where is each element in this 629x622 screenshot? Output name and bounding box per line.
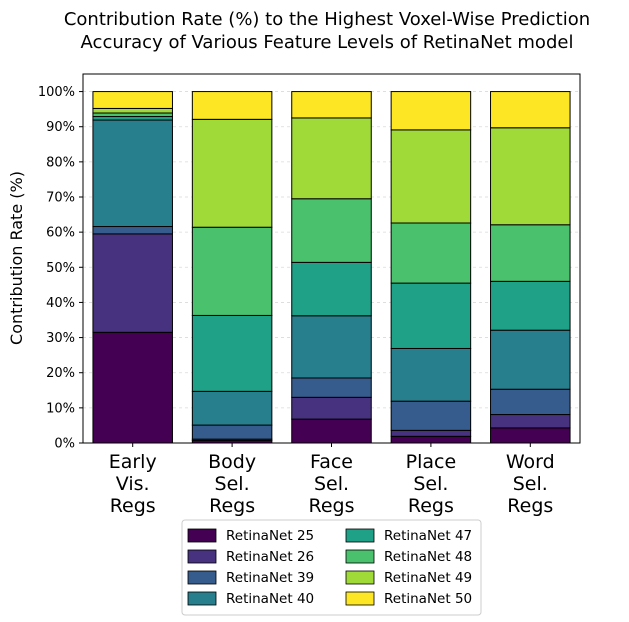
bar-segment	[191, 91, 273, 120]
legend-swatch	[187, 570, 217, 585]
bar-segment	[92, 226, 173, 235]
bar-segment	[291, 91, 372, 119]
bar-segment	[490, 427, 571, 444]
legend: RetinaNet 25 RetinaNet 26 RetinaNet 39 Reti…	[181, 519, 482, 616]
bar-segment	[390, 429, 472, 437]
x-tick-label: Regs	[110, 495, 156, 517]
legend-swatch	[187, 549, 217, 564]
y-tick-label: 80%	[46, 155, 75, 170]
bar-segment	[490, 280, 571, 331]
x-tick-label: Sel.	[215, 473, 250, 495]
chart-title-line-1: Contribution Rate (%) to the Highest Vox…	[64, 9, 590, 30]
bar-segment	[92, 107, 173, 114]
y-tick-label: 40%	[46, 296, 75, 311]
y-axis-title: Contribution Rate (%)	[7, 171, 26, 345]
bar-segment	[390, 282, 472, 349]
y-tick-label: 70%	[46, 191, 75, 206]
bar-segment	[92, 112, 173, 118]
y-tick-label: 20%	[46, 366, 75, 381]
bar-segment	[191, 390, 273, 426]
x-tick-label: Regs	[408, 495, 454, 517]
bar-segment	[490, 329, 571, 390]
bar-segment	[291, 315, 372, 379]
legend-label: RetinaNet 40	[226, 591, 314, 607]
bar-segment	[191, 314, 273, 392]
y-tick-label: 100%	[38, 85, 75, 100]
bar-segment	[191, 118, 273, 228]
y-tick-label: 90%	[46, 120, 75, 135]
legend-box	[181, 519, 482, 616]
bar-segment	[291, 261, 372, 317]
bar-segment	[291, 377, 372, 398]
legend-label: RetinaNet 39	[226, 570, 314, 586]
chart-title-line-2: Accuracy of Various Feature Levels of Re…	[81, 32, 574, 53]
x-tick-label: Vis.	[116, 473, 150, 495]
legend-label: RetinaNet 48	[384, 549, 472, 565]
y-tick-label: 50%	[46, 261, 75, 276]
bar-segment	[92, 119, 173, 228]
bar-segment	[92, 91, 173, 109]
x-tick-label: Regs	[507, 495, 553, 517]
bar-segment	[291, 396, 372, 420]
bar-segment	[490, 224, 571, 282]
x-tick-label: Regs	[309, 495, 355, 517]
y-tick-label: 30%	[46, 331, 75, 346]
legend-label: RetinaNet 26	[226, 549, 314, 565]
bar-segment	[390, 400, 472, 431]
legend-label: RetinaNet 49	[384, 570, 472, 586]
x-tick-label: Regs	[209, 495, 255, 517]
x-tick-label: Body	[208, 451, 256, 473]
legend-swatch	[345, 591, 375, 606]
bar-segment	[92, 116, 173, 121]
bar-segment	[390, 129, 472, 224]
x-tick-label: Early	[109, 451, 157, 473]
legend-label: RetinaNet 50	[384, 591, 472, 607]
bar-segment	[191, 424, 273, 440]
x-tick-label: Word	[506, 451, 555, 473]
legend-swatch	[187, 591, 217, 606]
legend-label: RetinaNet 25	[226, 528, 314, 544]
bar-segment	[490, 91, 571, 129]
legend-swatch	[345, 528, 375, 543]
bar-segment	[191, 226, 273, 316]
bar-segment	[291, 117, 372, 200]
y-tick-label: 0%	[54, 437, 75, 452]
y-axis: 0% 10% 20% 30% 40% 50% 60% 70% 80% 90% 100%	[38, 85, 83, 452]
x-tick-label: Sel.	[513, 473, 548, 495]
bar-segment	[291, 418, 372, 444]
x-tick-label: Sel.	[314, 473, 349, 495]
legend-swatch	[187, 528, 217, 543]
bar-segment	[92, 331, 173, 444]
bar-segment	[490, 414, 571, 429]
legend-swatch	[345, 549, 375, 564]
y-tick-label: 60%	[46, 226, 75, 241]
bar-segment	[390, 222, 472, 284]
x-tick-label: Sel.	[413, 473, 448, 495]
bar-segment	[490, 127, 571, 226]
bar-segment	[390, 435, 472, 444]
x-tick-label: Place	[406, 451, 457, 473]
bar-segment	[390, 91, 472, 131]
legend-swatch	[345, 570, 375, 585]
x-axis: EarlyVis.RegsBodySel.RegsFaceSel.RegsPla…	[109, 443, 555, 517]
legend-label: RetinaNet 47	[384, 528, 472, 544]
bar-segment	[490, 388, 571, 416]
bar-segment	[291, 198, 372, 263]
bars	[92, 91, 571, 444]
bar-segment	[92, 233, 173, 333]
y-tick-label: 10%	[46, 401, 75, 416]
bar-segment	[390, 347, 472, 402]
x-tick-label: Face	[310, 451, 353, 473]
